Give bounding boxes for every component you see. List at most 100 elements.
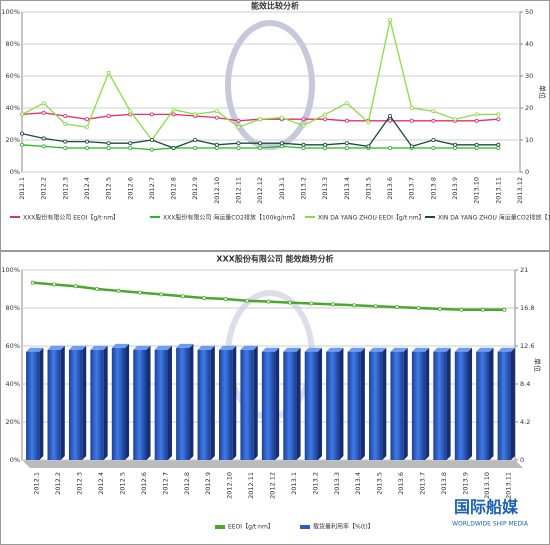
y2-axis-label: 单位	[538, 85, 547, 99]
bar	[411, 351, 426, 460]
point	[149, 147, 154, 152]
bar	[68, 349, 83, 460]
x-tick-label: 2012.7	[148, 177, 156, 200]
bar-top	[218, 345, 237, 350]
bar-top	[390, 347, 408, 352]
legend-swatch	[150, 216, 160, 218]
bar	[454, 351, 469, 460]
x-tick-label: 2013.3	[321, 177, 329, 200]
bar-top	[476, 347, 494, 352]
point	[171, 112, 176, 117]
point	[474, 118, 479, 123]
point	[409, 106, 414, 111]
bar-top	[47, 345, 65, 350]
point	[84, 139, 89, 144]
point	[52, 282, 57, 287]
y-tick-label: 20%	[6, 418, 20, 426]
point	[344, 101, 349, 106]
point	[245, 298, 250, 303]
point	[258, 117, 263, 122]
point	[431, 118, 436, 123]
point	[137, 290, 142, 295]
bar-side	[446, 347, 451, 460]
bar-top	[68, 345, 87, 350]
x-tick-label: 2012.3	[76, 472, 84, 495]
bar-side	[103, 345, 108, 460]
legend-label: XIN DA YANG ZHOU 海运量CO2排放【100kg/nm】	[438, 214, 550, 222]
point	[202, 296, 207, 301]
point	[388, 17, 393, 22]
x-tick-label: 2012.8	[170, 177, 178, 200]
x-tick-label: 2012.4	[83, 177, 91, 200]
y-tick-label: 100%	[1, 8, 20, 16]
legend-label: XXX股份有限公司 海运量CO2排放【100kg/nm】	[163, 214, 298, 222]
point	[344, 145, 349, 150]
bar-side	[510, 347, 515, 460]
bar-side	[425, 347, 430, 460]
point	[19, 142, 24, 147]
y2-tick-label: 8.4	[520, 380, 530, 388]
point	[388, 118, 393, 123]
point	[266, 299, 271, 304]
point	[41, 101, 46, 106]
point	[214, 142, 219, 147]
y-tick-label: 80%	[6, 40, 20, 48]
y-tick-label: 80%	[6, 304, 20, 312]
point	[366, 120, 371, 125]
y-tick-label: 40%	[6, 104, 20, 112]
bar	[26, 351, 40, 460]
point	[73, 284, 78, 289]
point	[453, 117, 458, 122]
point	[496, 142, 501, 147]
y2-axis-label: 单位	[533, 358, 542, 372]
point	[63, 122, 68, 127]
bar-top	[176, 343, 194, 348]
point	[236, 145, 241, 150]
point	[409, 144, 414, 149]
point	[496, 117, 501, 122]
point	[236, 125, 241, 130]
x-tick-label: 2013.11	[504, 472, 512, 499]
point	[279, 144, 284, 149]
point	[409, 118, 414, 123]
point	[496, 112, 501, 117]
bar-top	[304, 347, 323, 352]
y2-tick-label: 12.6	[520, 342, 534, 350]
x-tick-label: 2013.8	[429, 177, 437, 200]
y2-tick-label: 16.8	[520, 304, 534, 312]
x-tick-label: 2013.10	[473, 177, 481, 204]
bar-side	[275, 347, 280, 460]
point	[309, 301, 314, 306]
bar-side	[210, 345, 215, 460]
y-tick-label: 40%	[6, 380, 20, 388]
bar	[304, 351, 319, 460]
point	[474, 145, 479, 150]
point	[301, 123, 306, 128]
bar-top	[133, 345, 151, 350]
top-frame	[0, 0, 550, 251]
point	[171, 107, 176, 112]
bar-top	[154, 345, 172, 350]
x-tick-label: 2012.2	[54, 472, 62, 495]
x-tick-label: 2013.1	[290, 472, 298, 495]
x-tick-label: 2013.6	[397, 472, 405, 495]
bar-side	[339, 347, 344, 460]
bar	[47, 349, 61, 460]
x-tick-label: 2012.9	[191, 177, 199, 200]
bar	[176, 347, 190, 460]
x-tick-label: 2013.4	[354, 472, 362, 495]
point	[453, 145, 458, 150]
bar	[154, 349, 168, 460]
x-tick-label: 2013.9	[451, 177, 459, 200]
point	[258, 145, 263, 150]
x-tick-label: 2012.2	[40, 177, 48, 200]
bar-side	[60, 345, 65, 460]
bar-top	[369, 347, 387, 352]
point	[149, 112, 154, 117]
y2-tick-label: 21	[520, 266, 528, 274]
bar	[283, 351, 297, 460]
x-tick-label: 2013.10	[483, 472, 491, 499]
bar-top	[197, 345, 215, 350]
bar-top	[347, 347, 365, 352]
